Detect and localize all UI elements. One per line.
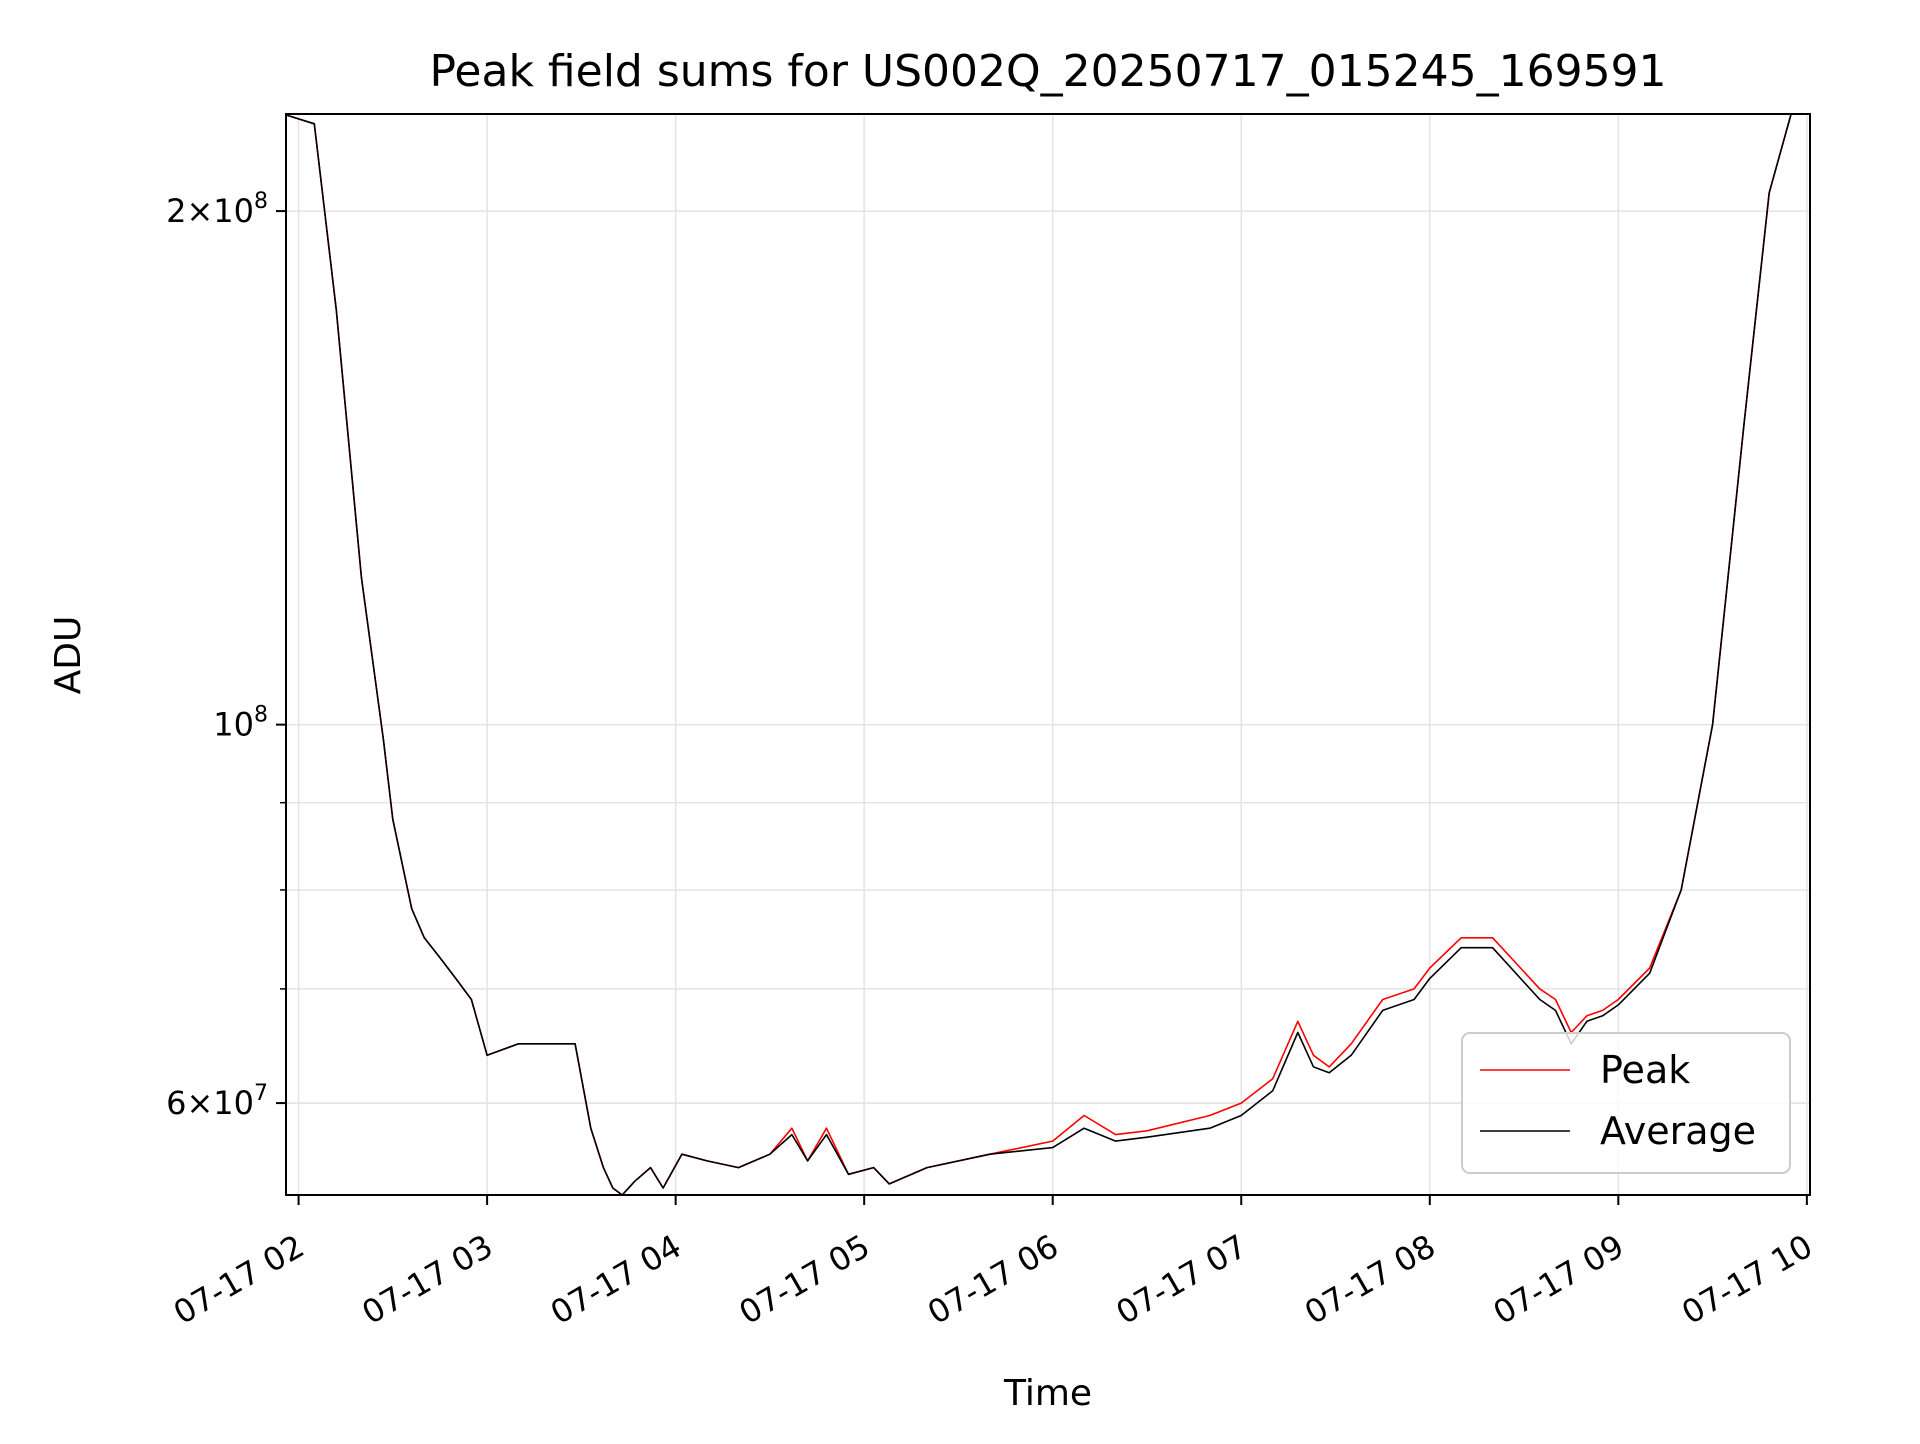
legend-box — [1461, 1032, 1791, 1174]
y-tick-label: 2×108 — [166, 189, 268, 230]
plot-area-frame — [285, 113, 1811, 1196]
y-tick-label-base: 6×10 — [166, 1084, 254, 1122]
legend: Peak Average — [1461, 1032, 1791, 1174]
series-line-average — [286, 114, 1792, 1195]
grid-lines — [286, 114, 1810, 1195]
y-tick-label-base: 10 — [213, 706, 254, 744]
y-tick-label: 6×107 — [166, 1081, 268, 1122]
y-tick-label: 108 — [213, 703, 268, 744]
y-tick-label-exponent: 8 — [254, 189, 268, 214]
y-axis-label: ADU — [48, 616, 89, 695]
x-axis-label: Time — [1003, 1373, 1092, 1414]
y-tick-label-exponent: 8 — [254, 703, 268, 728]
y-tick-label-exponent: 7 — [254, 1081, 268, 1106]
legend-label-average: Average — [1600, 1109, 1756, 1153]
series-layer — [286, 114, 1792, 1195]
legend-label-peak: Peak — [1600, 1048, 1690, 1092]
y-tick-label-base: 2×10 — [166, 192, 254, 230]
chart-title: Peak field sums for US002Q_20250717_0152… — [429, 46, 1666, 97]
